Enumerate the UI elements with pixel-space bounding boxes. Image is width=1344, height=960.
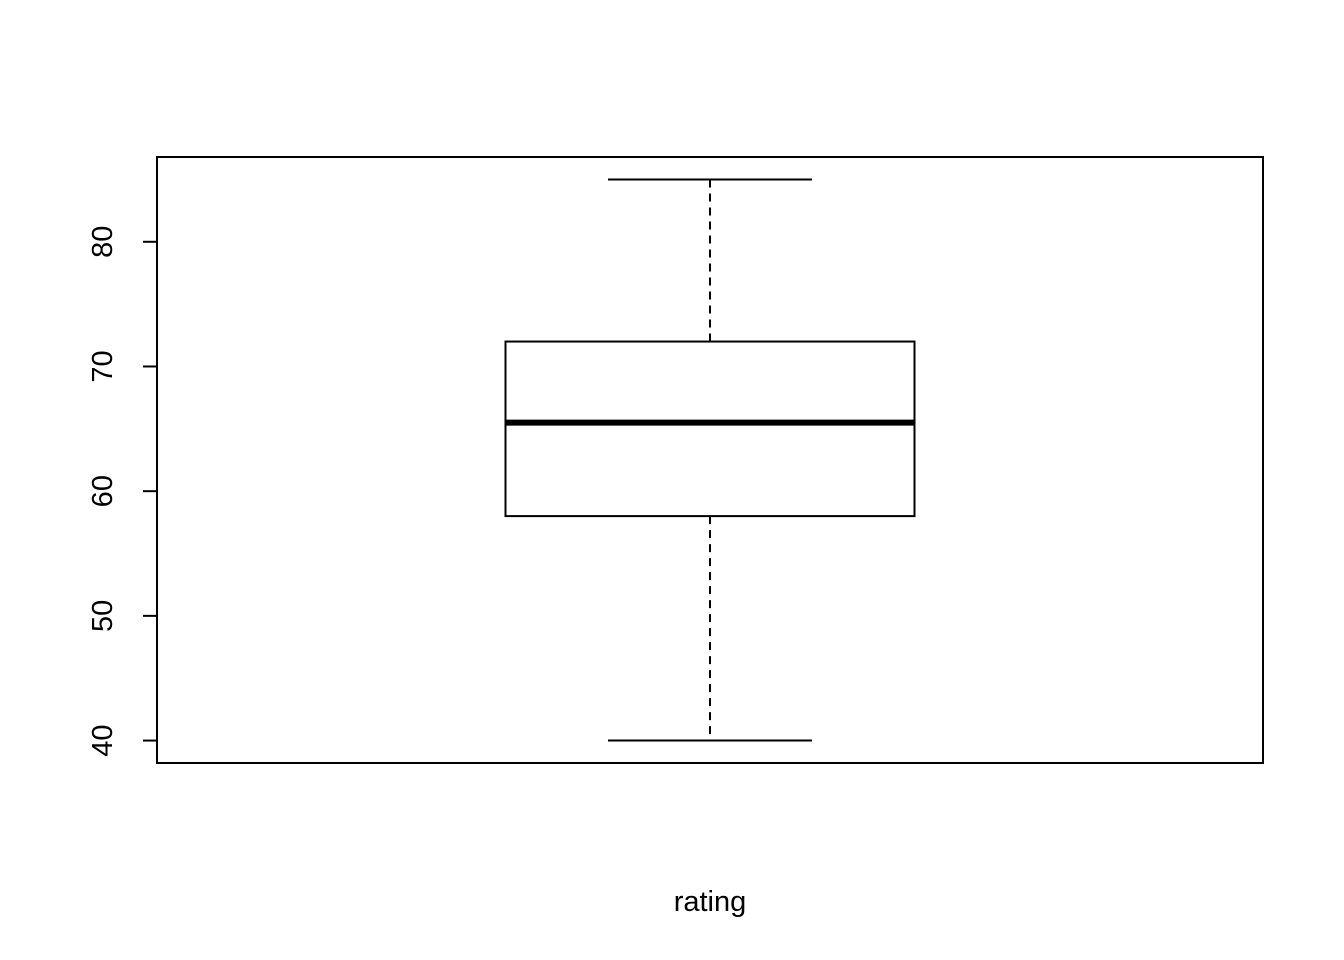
x-axis-title: rating [674, 886, 747, 918]
y-tick-label: 70 [87, 350, 119, 382]
y-tick-label: 60 [87, 475, 119, 507]
y-tick-label: 40 [87, 724, 119, 756]
y-axis: 40 50 60 70 80 [87, 226, 158, 757]
iqr-box [504, 340, 916, 518]
y-tick-label: 50 [87, 600, 119, 632]
box-group [504, 178, 916, 742]
y-tick-label: 80 [87, 226, 119, 258]
